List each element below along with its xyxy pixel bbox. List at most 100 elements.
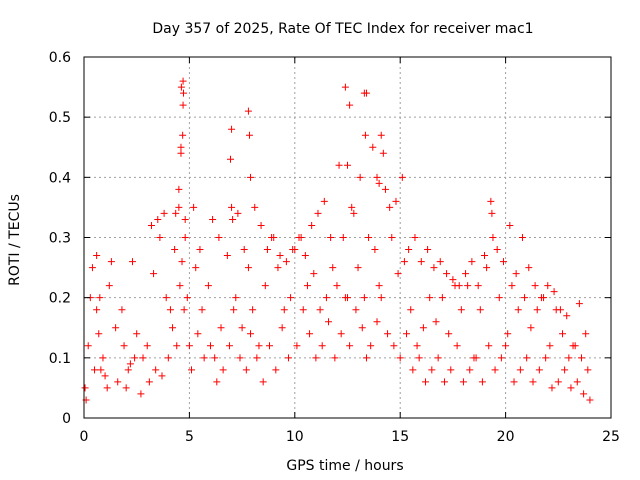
data-point — [419, 324, 427, 332]
data-point — [478, 378, 486, 386]
data-point — [175, 185, 183, 193]
data-point — [367, 342, 375, 350]
data-point — [533, 306, 541, 314]
data-point — [333, 282, 341, 290]
x-tick-label: 10 — [286, 429, 304, 445]
data-point — [183, 294, 191, 302]
data-point — [97, 366, 105, 374]
data-point — [227, 155, 235, 163]
data-point — [230, 306, 238, 314]
data-points — [81, 77, 594, 404]
data-point — [118, 306, 126, 314]
data-point — [287, 294, 295, 302]
data-point — [358, 324, 366, 332]
data-point — [514, 306, 522, 314]
data-point — [240, 246, 248, 254]
data-point — [327, 234, 335, 241]
data-point — [529, 378, 537, 386]
data-point — [91, 366, 99, 374]
data-point — [318, 342, 326, 350]
data-point — [525, 264, 533, 272]
data-point — [245, 131, 253, 139]
data-point — [131, 354, 139, 362]
data-point — [251, 203, 259, 211]
data-point — [107, 258, 115, 266]
data-point — [464, 282, 472, 290]
data-point — [160, 209, 168, 217]
data-point — [244, 107, 252, 115]
data-point — [550, 288, 558, 296]
data-point — [156, 234, 164, 241]
data-point — [521, 294, 529, 302]
axis-ticks — [83, 56, 612, 419]
data-point — [379, 149, 387, 157]
data-point — [299, 306, 307, 314]
data-point — [362, 89, 370, 97]
data-point — [280, 306, 288, 314]
data-point — [81, 384, 89, 392]
data-point — [512, 270, 520, 278]
data-point — [270, 234, 278, 241]
data-point — [443, 270, 451, 278]
data-point — [468, 258, 476, 266]
data-point — [493, 246, 501, 254]
data-point — [228, 203, 236, 211]
data-point — [407, 306, 415, 314]
data-point — [497, 354, 505, 362]
y-tick-label: 0.4 — [49, 170, 71, 186]
y-tick-label: 0.1 — [49, 351, 71, 367]
data-point — [438, 294, 446, 302]
data-point — [176, 282, 184, 290]
data-point — [373, 173, 381, 181]
data-point — [143, 342, 151, 350]
data-point — [421, 378, 429, 386]
data-point — [346, 101, 354, 109]
data-point — [114, 378, 122, 386]
data-point — [544, 282, 552, 290]
data-point — [234, 209, 242, 217]
y-axis-label: ROTI / TECUs — [7, 194, 23, 286]
data-point — [310, 270, 318, 278]
data-point — [559, 330, 567, 338]
data-point — [105, 282, 113, 290]
data-point — [179, 89, 187, 97]
data-point — [147, 221, 155, 229]
grid — [84, 57, 611, 418]
data-point — [308, 221, 316, 229]
data-point — [580, 390, 588, 398]
data-point — [316, 306, 324, 314]
data-point — [502, 342, 510, 350]
data-point — [491, 366, 499, 374]
x-tick-label: 20 — [497, 429, 515, 445]
data-point — [537, 294, 545, 302]
y-tick-label: 0 — [62, 411, 71, 427]
data-point — [396, 354, 404, 362]
data-point — [244, 264, 252, 272]
data-point — [535, 366, 543, 374]
y-tick-label: 0.2 — [49, 291, 71, 307]
data-point — [164, 354, 172, 362]
data-point — [177, 83, 185, 91]
data-point — [232, 294, 240, 302]
data-point — [314, 209, 322, 217]
data-point — [177, 143, 185, 151]
data-point — [432, 318, 440, 326]
data-point — [179, 101, 187, 109]
data-point — [586, 396, 594, 404]
x-tick-label: 0 — [80, 429, 89, 445]
data-point — [453, 342, 461, 350]
data-point — [516, 366, 524, 374]
data-point — [381, 185, 389, 193]
data-point — [278, 324, 286, 332]
data-point — [261, 282, 269, 290]
data-point — [377, 294, 385, 302]
data-point — [137, 390, 145, 398]
data-point — [445, 330, 453, 338]
chart-title: Day 357 of 2025, Rate Of TEC Index for r… — [152, 21, 533, 37]
data-point — [426, 294, 434, 302]
data-point — [259, 378, 267, 386]
data-point — [181, 215, 189, 223]
data-point — [569, 342, 577, 350]
data-point — [577, 354, 585, 362]
data-point — [211, 354, 219, 362]
